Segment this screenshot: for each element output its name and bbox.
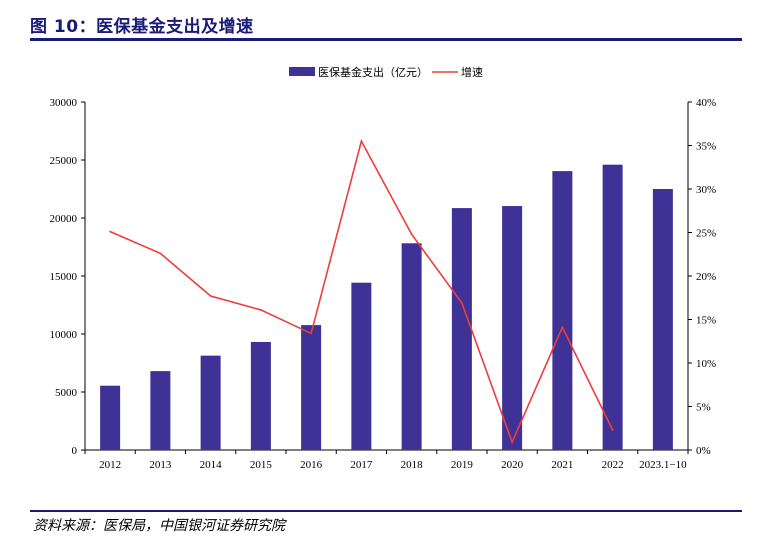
right-tick-label: 40%	[696, 97, 716, 109]
x-tick-label: 2021	[551, 459, 573, 471]
bar-2021	[552, 171, 573, 450]
right-tick-label: 10%	[696, 358, 716, 370]
x-tick-label: 2016	[300, 459, 323, 471]
left-tick-label: 15000	[50, 271, 78, 283]
x-tick-label: 2015	[250, 459, 273, 471]
left-tick-label: 10000	[50, 329, 78, 341]
legend-swatch-bar	[289, 67, 315, 76]
growth-point-2020	[511, 441, 514, 444]
bar-2016	[301, 325, 322, 450]
bar-2014	[200, 355, 221, 450]
bar-2018	[401, 243, 422, 450]
x-tick-label: 2019	[451, 459, 474, 471]
x-tick-label: 2023.1−10	[639, 459, 687, 471]
legend-label-line: 增速	[461, 65, 483, 79]
growth-point-2015	[259, 309, 262, 311]
left-tick-label: 5000	[55, 387, 78, 399]
bar-2015	[250, 341, 271, 450]
right-tick-label: 0%	[696, 445, 711, 457]
tick-labels: 0 5000 10000 15000 20000 25000 30000 0% 5% 10% 15%…	[50, 97, 717, 471]
x-tick-label: 2012	[99, 459, 121, 471]
bar-2022	[602, 164, 623, 450]
legend-label-bar: 医保基金支出（亿元）	[318, 65, 428, 79]
right-tick-label: 15%	[696, 315, 716, 327]
source-rule	[30, 510, 742, 512]
left-tick-label: 25000	[50, 155, 78, 167]
growth-point-2016	[310, 332, 313, 335]
x-tick-label: 2020	[501, 459, 524, 471]
x-tick-label: 2022	[602, 459, 624, 471]
left-tick-label: 20000	[50, 213, 78, 225]
figure-title: 图 10：医保基金支出及增速	[30, 17, 254, 37]
growth-point-2012	[109, 230, 112, 233]
expenditure-growth-chart: 医保基金支出（亿元） 增速 0 5000 10000 15000 20000 25000 3…	[50, 65, 717, 471]
bar-2023.1−10	[652, 189, 673, 450]
axes	[81, 101, 692, 454]
left-tick-label: 30000	[50, 97, 78, 109]
bar-2017	[351, 282, 372, 450]
bar-series	[100, 164, 673, 450]
line-series	[109, 138, 614, 445]
bar-2012	[100, 385, 121, 450]
left-tick-label: 0	[72, 445, 78, 457]
growth-point-2018	[410, 233, 413, 236]
x-tick-label: 2014	[200, 459, 223, 471]
right-tick-label: 30%	[696, 184, 716, 196]
bar-2013	[150, 371, 171, 450]
x-tick-label: 2013	[149, 459, 172, 471]
growth-point-2022	[611, 429, 614, 431]
right-tick-label: 25%	[696, 228, 716, 240]
bar-2019	[451, 208, 472, 450]
growth-point-2014	[209, 295, 212, 297]
right-tick-label: 35%	[696, 141, 716, 153]
x-tick-label: 2017	[350, 459, 373, 471]
growth-point-2013	[159, 252, 162, 255]
growth-point-2017	[360, 140, 363, 143]
legend: 医保基金支出（亿元） 增速	[289, 65, 483, 79]
source-note: 资料来源：医保局，中国银河证券研究院	[33, 518, 285, 534]
growth-point-2021	[561, 326, 564, 329]
right-tick-label: 5%	[696, 402, 711, 414]
growth-point-2019	[460, 302, 463, 304]
x-tick-label: 2018	[401, 459, 424, 471]
right-tick-label: 20%	[696, 271, 716, 283]
bar-2020	[502, 206, 523, 450]
title-rule	[30, 38, 742, 41]
